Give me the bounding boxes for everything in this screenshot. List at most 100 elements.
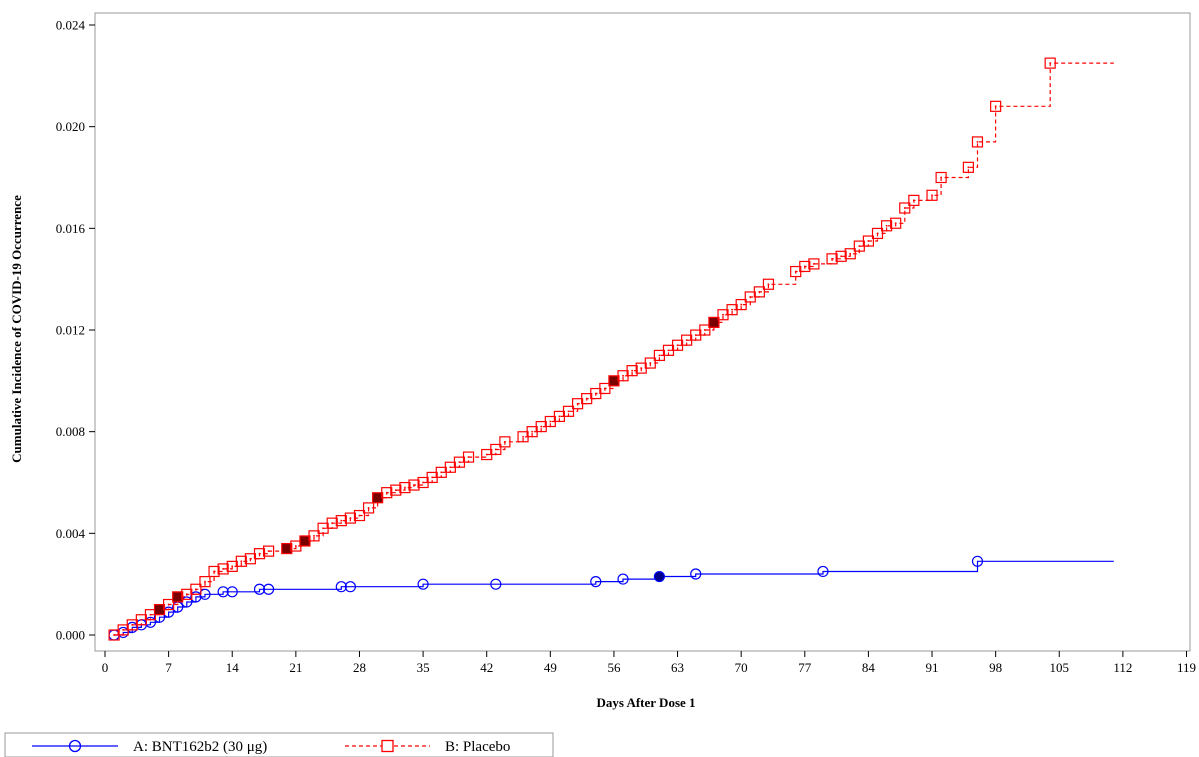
y-tick-label: 0.012 bbox=[56, 323, 85, 338]
data-point-b-dot bbox=[622, 374, 624, 377]
data-point-b bbox=[562, 405, 575, 417]
data-point-b-dot bbox=[940, 176, 942, 179]
data-point-b-dot bbox=[604, 387, 606, 390]
data-point-b bbox=[708, 316, 720, 328]
data-point-b-dot bbox=[422, 481, 424, 484]
data-point-b bbox=[599, 382, 611, 395]
data-point-b-dot bbox=[885, 224, 888, 227]
data-point-b-dot bbox=[767, 283, 770, 286]
data-point-b-dot bbox=[740, 303, 742, 306]
data-point-b bbox=[1044, 57, 1056, 69]
data-point-b-dot bbox=[494, 448, 497, 451]
series-line-a bbox=[114, 560, 1114, 636]
data-point-b-dot bbox=[567, 410, 570, 413]
data-point-a bbox=[262, 583, 275, 595]
data-point-b-dot bbox=[722, 313, 724, 316]
data-point-b-dot bbox=[931, 194, 933, 197]
y-tick-label: 0.024 bbox=[56, 18, 86, 33]
data-point-b-dot bbox=[522, 435, 524, 438]
data-point-b bbox=[971, 136, 984, 148]
data-point-b-dot bbox=[794, 270, 797, 273]
data-point-b-dot bbox=[894, 222, 897, 225]
data-point-b bbox=[490, 443, 502, 456]
data-point-b bbox=[281, 542, 293, 555]
data-point-b-dot bbox=[185, 593, 188, 596]
data-point-b bbox=[753, 286, 765, 298]
legend: A: BNT162b2 (30 μg) B: Placebo bbox=[4, 732, 554, 757]
x-tick-label: 7 bbox=[165, 660, 172, 675]
data-point-b bbox=[190, 583, 202, 595]
data-point-b-dot bbox=[649, 362, 652, 364]
data-point-b-dot bbox=[540, 425, 543, 428]
data-point-b bbox=[962, 161, 974, 173]
data-point-b-dot bbox=[313, 535, 315, 537]
data-point-b bbox=[735, 298, 747, 311]
data-point-b-dot bbox=[404, 486, 406, 489]
x-tick-label: 91 bbox=[926, 660, 939, 675]
data-point-b bbox=[499, 436, 511, 448]
data-point-b bbox=[344, 512, 356, 524]
data-point-b-dot bbox=[322, 527, 324, 530]
x-tick-label: 28 bbox=[353, 660, 366, 675]
data-point-b-dot bbox=[413, 484, 415, 486]
legend-marker-a bbox=[68, 739, 82, 753]
data-point-b-dot bbox=[213, 570, 215, 573]
x-tick-label: 119 bbox=[1177, 660, 1196, 675]
data-point-b-dot bbox=[113, 634, 115, 636]
data-point-b-dot bbox=[658, 354, 661, 357]
data-point-b bbox=[326, 517, 338, 529]
data-point-b bbox=[908, 194, 920, 206]
x-tick-label: 0 bbox=[102, 660, 109, 675]
x-tick-label: 84 bbox=[862, 660, 876, 675]
x-tick-label: 70 bbox=[735, 660, 748, 675]
data-point-b-dot bbox=[803, 265, 806, 268]
data-point-b-dot bbox=[240, 560, 243, 563]
y-tick-label: 0.016 bbox=[56, 221, 86, 236]
data-point-b-dot bbox=[903, 207, 906, 209]
x-tick-label: 98 bbox=[989, 660, 1002, 675]
data-point-a bbox=[226, 586, 238, 598]
data-point-b-dot bbox=[267, 550, 270, 552]
data-point-b-dot bbox=[358, 514, 361, 517]
data-point-b bbox=[235, 555, 247, 567]
data-point-b-dot bbox=[676, 344, 679, 347]
data-point-b bbox=[172, 591, 184, 603]
data-point-a bbox=[417, 578, 429, 590]
data-point-b bbox=[408, 479, 420, 491]
data-point-b-dot bbox=[813, 263, 815, 265]
data-point-b bbox=[262, 545, 275, 557]
data-point-b-dot bbox=[867, 240, 870, 242]
data-point-b bbox=[926, 189, 938, 201]
y-axis-title: Cumulative Incidence of COVID-19 Occurre… bbox=[9, 195, 24, 463]
data-point-b-dot bbox=[431, 476, 433, 479]
data-point-b bbox=[199, 576, 211, 588]
data-point-b bbox=[862, 235, 875, 247]
data-point-b bbox=[362, 502, 375, 514]
data-point-b-dot bbox=[122, 629, 124, 631]
data-point-b-dot bbox=[758, 291, 761, 293]
data-point-b-dot bbox=[849, 252, 852, 255]
data-point-a bbox=[217, 586, 229, 598]
data-point-b bbox=[799, 260, 811, 273]
data-point-b-dot bbox=[549, 420, 552, 423]
x-tick-label: 14 bbox=[226, 660, 240, 675]
x-tick-label: 42 bbox=[480, 660, 493, 675]
data-point-b bbox=[399, 481, 411, 494]
x-tick-label: 35 bbox=[417, 660, 430, 675]
data-point-b-dot bbox=[295, 545, 297, 547]
data-point-b bbox=[899, 202, 911, 214]
data-point-b bbox=[871, 227, 884, 240]
data-point-b-dot bbox=[694, 334, 697, 336]
y-tick-label: 0.020 bbox=[56, 119, 85, 134]
data-point-b-dot bbox=[449, 466, 452, 469]
data-point-a bbox=[344, 581, 356, 593]
data-point-b bbox=[335, 515, 347, 527]
legend-marker-b bbox=[381, 739, 394, 753]
data-point-b bbox=[990, 100, 1002, 112]
data-point-b bbox=[935, 171, 947, 184]
x-tick-label: 77 bbox=[798, 660, 812, 675]
data-point-b-dot bbox=[531, 430, 533, 433]
y-tick-label: 0.000 bbox=[56, 628, 85, 643]
data-point-b-dot bbox=[994, 105, 997, 108]
